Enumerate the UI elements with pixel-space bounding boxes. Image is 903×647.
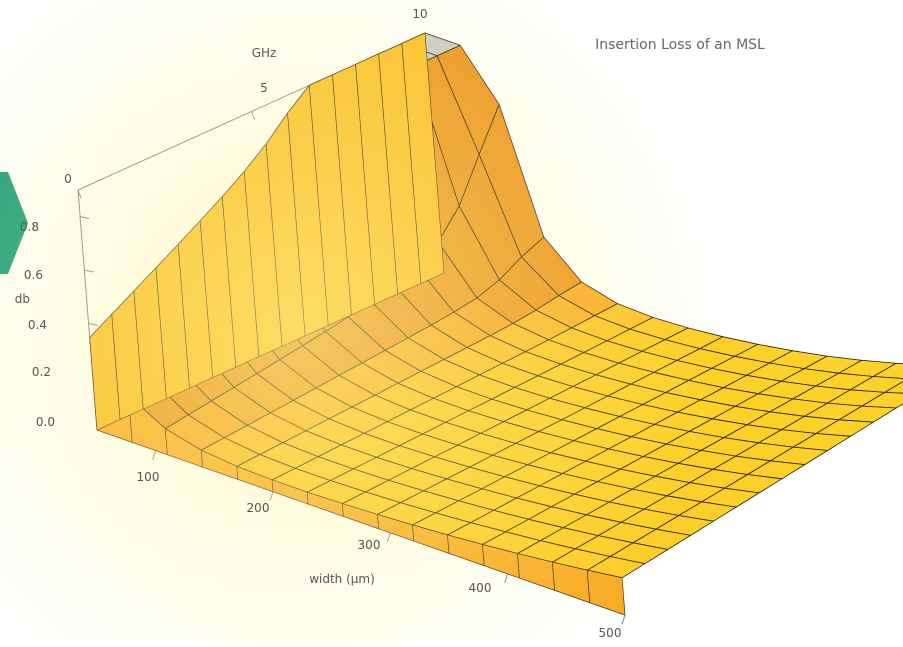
z-axis-title: db — [15, 292, 30, 306]
x-tick-500 — [621, 614, 626, 625]
z-tick-label-0.6: 0.6 — [24, 268, 43, 282]
x-tick-label-500: 500 — [599, 626, 622, 640]
x-tick-300 — [386, 532, 391, 542]
chart-title: Insertion Loss of an MSL — [595, 37, 765, 53]
y-tick-label-0: 0 — [64, 172, 72, 186]
z-tick-0.8 — [80, 216, 90, 220]
x-tick-label-200: 200 — [247, 501, 270, 515]
x-tick-100 — [152, 450, 157, 460]
y-tick-label-5: 5 — [260, 81, 268, 95]
width-tick-labels: 100 200 300 400 500 — [137, 470, 622, 640]
y-tick-5 — [251, 111, 255, 120]
z-tick-label-0.8: 0.8 — [20, 220, 39, 234]
z-tick-label-0.0: 0.0 — [36, 415, 55, 429]
z-tick-label-0.2: 0.2 — [32, 365, 51, 379]
db-tick-labels: 0.0 0.2 0.4 0.6 0.8 — [20, 220, 55, 429]
x-tick-200 — [269, 491, 274, 501]
x-tick-label-300: 300 — [358, 538, 381, 552]
front-wall-patch — [586, 569, 626, 616]
y-tick-label-10: 10 — [412, 7, 427, 21]
z-tick-0.4 — [88, 322, 98, 326]
z-tick-label-0.4: 0.4 — [28, 318, 47, 332]
y-axis-title: GHz — [252, 46, 277, 60]
x-tick-label-100: 100 — [137, 470, 160, 484]
x-tick-label-400: 400 — [469, 581, 492, 595]
x-tick-400 — [504, 573, 509, 584]
z-tick-0.6 — [84, 269, 94, 273]
x-axis-title: width (μm) — [309, 572, 375, 586]
frequency-tick-labels: 0 5 10 — [64, 7, 427, 186]
